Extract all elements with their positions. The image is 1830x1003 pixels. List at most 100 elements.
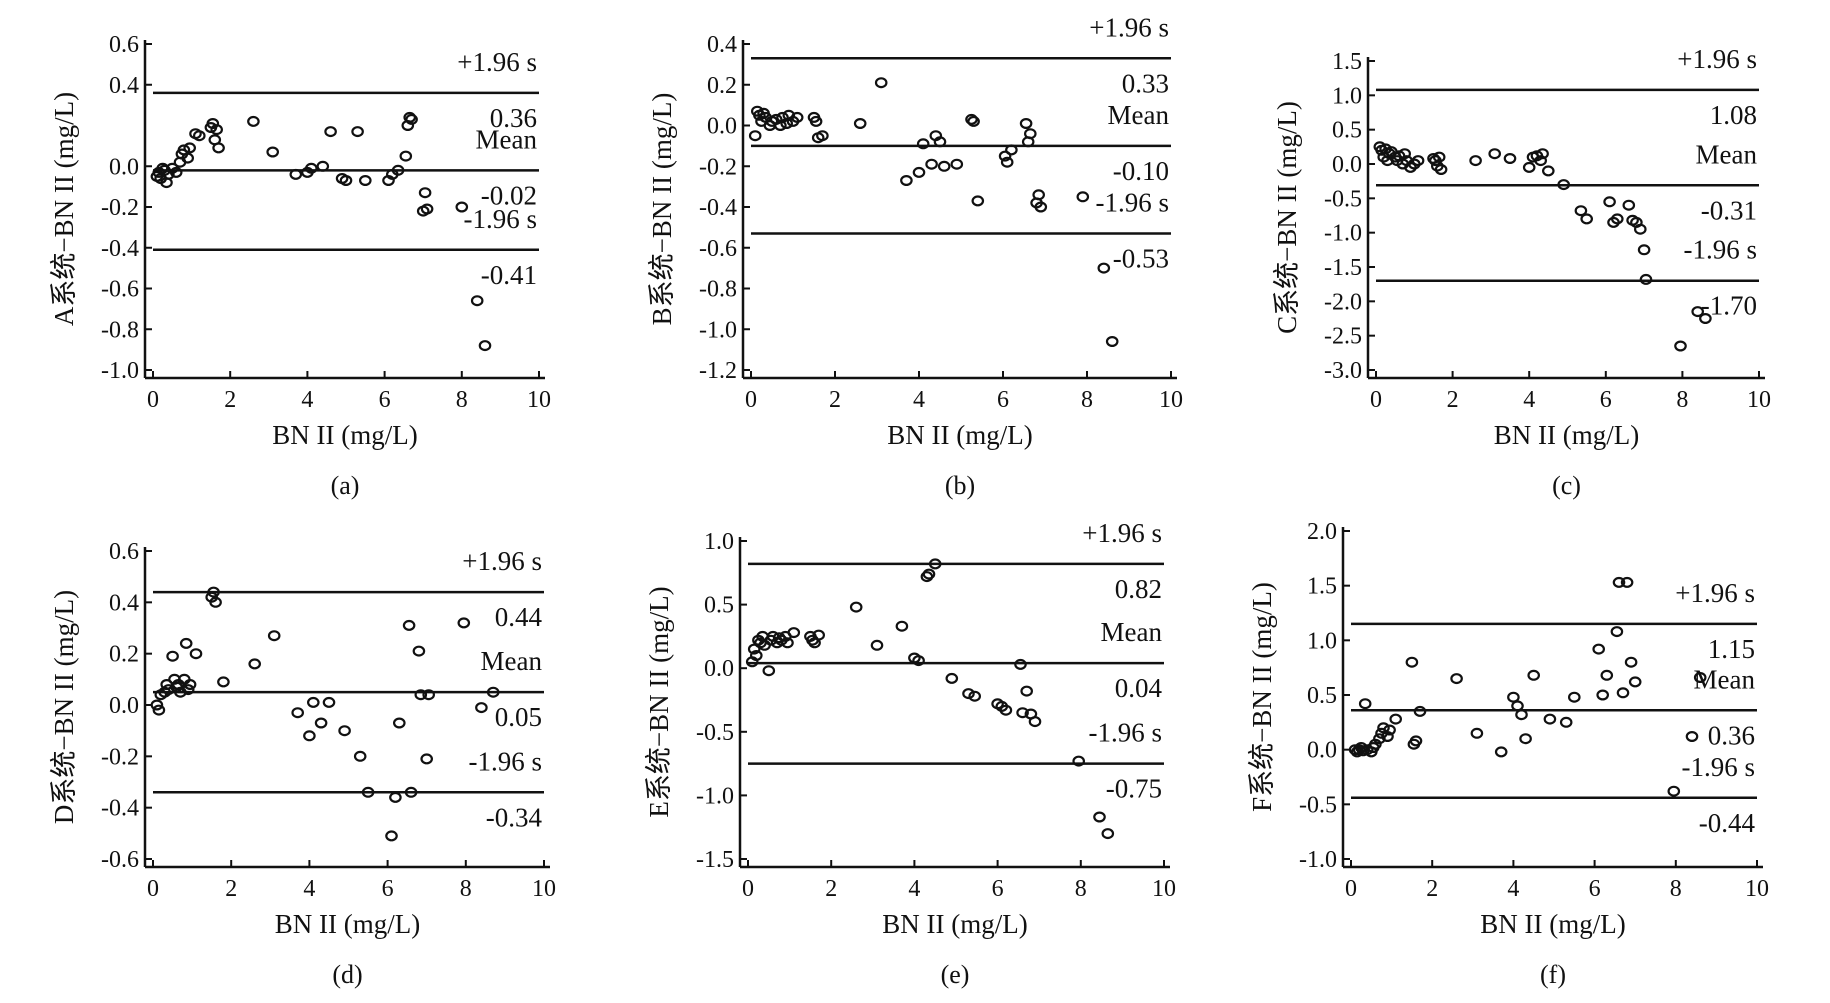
reference-line-label: -1.96 s xyxy=(469,746,543,776)
data-point xyxy=(1580,213,1593,225)
y-tick-label: 1.0 xyxy=(704,529,734,555)
x-tick-label: 8 xyxy=(1676,387,1688,413)
reference-line-label: +1.96 s xyxy=(462,546,542,576)
data-point xyxy=(1622,199,1636,211)
data-point xyxy=(475,702,488,714)
chart-panel-6: 2.0 1.5 1.0 0.5 0.0 -0.5 -1.0 0 2 4 6 8 10 +1.96 s 1.1… xyxy=(1247,519,1769,989)
data-point xyxy=(181,684,195,696)
x-axis-label: BN II (mg/L) xyxy=(275,909,420,939)
data-point xyxy=(470,295,484,307)
data-point xyxy=(339,175,353,187)
reference-line-label: Mean xyxy=(1101,617,1163,647)
data-point xyxy=(747,643,761,655)
x-tick-label: 8 xyxy=(1081,387,1093,413)
x-tick-label: 2 xyxy=(1426,876,1438,902)
data-point xyxy=(403,111,416,123)
data-point xyxy=(925,158,938,170)
data-point xyxy=(1000,156,1014,168)
x-tick-label: 0 xyxy=(742,876,754,902)
y-tick-label: -0.6 xyxy=(101,847,139,873)
y-tick-label: 0.0 xyxy=(1307,738,1337,764)
data-point xyxy=(937,160,951,172)
data-point xyxy=(922,568,936,580)
panel-caption: (b) xyxy=(945,471,975,500)
reference-line-value: 0.33 xyxy=(1122,68,1169,98)
data-point xyxy=(1494,746,1508,758)
data-point xyxy=(945,672,959,684)
x-tick-label: 2 xyxy=(829,387,841,413)
reference-line-value: 0.04 xyxy=(1115,673,1163,703)
data-point xyxy=(1101,828,1115,840)
chart-panel-3: 1.5 1.0 0.5 0.0 -0.5 -1.0 -1.5 -2.0 -2.5 -3.0 0 2 4 6… xyxy=(1272,44,1771,500)
reference-line-value: -0.02 xyxy=(481,180,537,210)
data-point xyxy=(353,750,367,762)
data-point xyxy=(748,130,762,142)
reference-line-value: -0.41 xyxy=(481,260,537,290)
data-point xyxy=(1381,730,1394,742)
data-point xyxy=(304,162,318,174)
data-point xyxy=(1076,191,1090,203)
y-tick-label: -0.6 xyxy=(699,236,737,262)
reference-line-label: +1.96 s xyxy=(457,47,537,77)
y-tick-label: -1.2 xyxy=(699,358,737,384)
x-tick-label: 4 xyxy=(1507,876,1519,902)
data-point xyxy=(950,158,964,170)
data-point xyxy=(420,753,433,765)
data-point xyxy=(1105,336,1119,348)
y-tick-label: -0.5 xyxy=(1299,792,1337,818)
x-axis-label: BN II (mg/L) xyxy=(887,420,1032,450)
y-tick-label: -1.0 xyxy=(1324,221,1362,247)
data-point xyxy=(266,146,279,158)
y-tick-label: -3.0 xyxy=(1324,358,1362,384)
reference-line-label: +1.96 s xyxy=(1082,518,1162,548)
data-point xyxy=(1005,144,1018,156)
data-point xyxy=(402,619,416,631)
data-point xyxy=(1016,707,1029,719)
data-point xyxy=(314,717,328,729)
data-point xyxy=(1373,733,1386,745)
reference-line-value: 1.15 xyxy=(1708,634,1755,664)
data-point xyxy=(152,704,166,716)
x-tick-label: 4 xyxy=(1523,387,1535,413)
data-point xyxy=(971,195,985,207)
data-point xyxy=(1093,811,1106,823)
reference-line-label: -1.96 s xyxy=(1089,718,1163,748)
x-tick-label: 4 xyxy=(908,876,920,902)
data-point xyxy=(749,649,763,661)
data-point xyxy=(1358,698,1372,710)
data-point xyxy=(478,340,492,352)
data-point xyxy=(405,113,418,125)
data-point xyxy=(1685,730,1699,742)
data-point xyxy=(1522,161,1536,173)
data-point xyxy=(912,655,925,667)
data-point xyxy=(267,630,281,642)
data-point xyxy=(166,650,179,662)
y-tick-label: 1.5 xyxy=(1307,574,1337,600)
y-tick-label: -1.0 xyxy=(696,783,734,809)
data-point xyxy=(1409,735,1423,747)
reference-line-value: 0.36 xyxy=(1708,720,1755,750)
y-tick-label: -0.2 xyxy=(101,744,139,770)
data-point xyxy=(1634,223,1647,235)
data-point xyxy=(248,658,261,670)
reference-line-value: -0.31 xyxy=(1701,195,1757,225)
data-point xyxy=(1507,691,1520,703)
data-point xyxy=(1032,189,1045,201)
reference-line-value: 0.44 xyxy=(495,602,543,632)
data-point xyxy=(849,601,863,613)
x-tick-label: 6 xyxy=(1589,876,1601,902)
y-tick-label: 0.0 xyxy=(707,114,737,140)
data-point xyxy=(781,637,794,649)
reference-line-label: Mean xyxy=(1696,139,1758,169)
y-tick-label: -2.5 xyxy=(1324,324,1362,350)
data-point xyxy=(389,791,402,803)
data-point xyxy=(412,645,426,657)
y-tick-label: 1.0 xyxy=(1307,628,1337,654)
data-point xyxy=(1639,273,1653,285)
data-point xyxy=(183,142,196,154)
data-point xyxy=(1693,671,1707,683)
x-tick-label: 6 xyxy=(382,876,394,902)
data-point xyxy=(1019,117,1033,129)
y-tick-label: 0.0 xyxy=(109,693,139,719)
reference-line-value: -0.34 xyxy=(486,802,543,832)
